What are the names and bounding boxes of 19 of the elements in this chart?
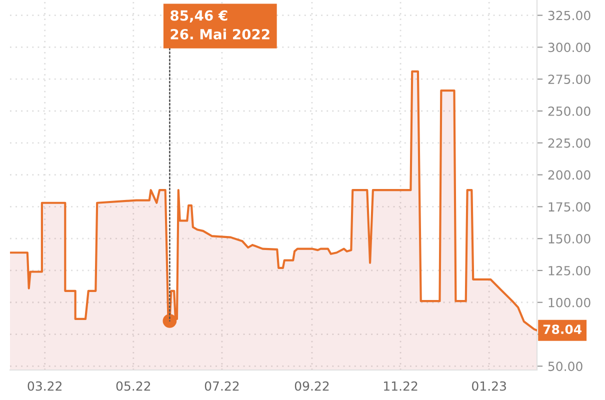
x-tick-label: 09.22 <box>294 381 329 391</box>
y-tick-label: 125.00 <box>548 266 590 276</box>
y-tick-label: 250.00 <box>548 106 590 116</box>
y-tick-label: 325.00 <box>548 10 590 20</box>
y-tick-label: 200.00 <box>548 170 590 180</box>
annotation: 78.04 <box>543 324 582 334</box>
y-tick-label: 300.00 <box>548 42 590 52</box>
x-tick-label: 03.22 <box>28 381 62 391</box>
y-tick-label: 275.00 <box>548 74 590 84</box>
y-tick-label: 150.00 <box>548 234 590 244</box>
y-tick-label: 225.00 <box>548 138 590 148</box>
annotation: 85,46 € 26. Mai 2022 <box>170 10 270 40</box>
x-tick-label: 07.22 <box>204 381 239 391</box>
y-tick-label: 175.00 <box>548 202 590 212</box>
x-tick-label: 05.22 <box>116 381 150 391</box>
x-tick-label: 11.22 <box>384 381 418 391</box>
y-tick-label: 100.00 <box>548 298 590 308</box>
y-tick-label: 50.00 <box>548 362 582 372</box>
x-tick-label: 01.23 <box>472 381 506 391</box>
